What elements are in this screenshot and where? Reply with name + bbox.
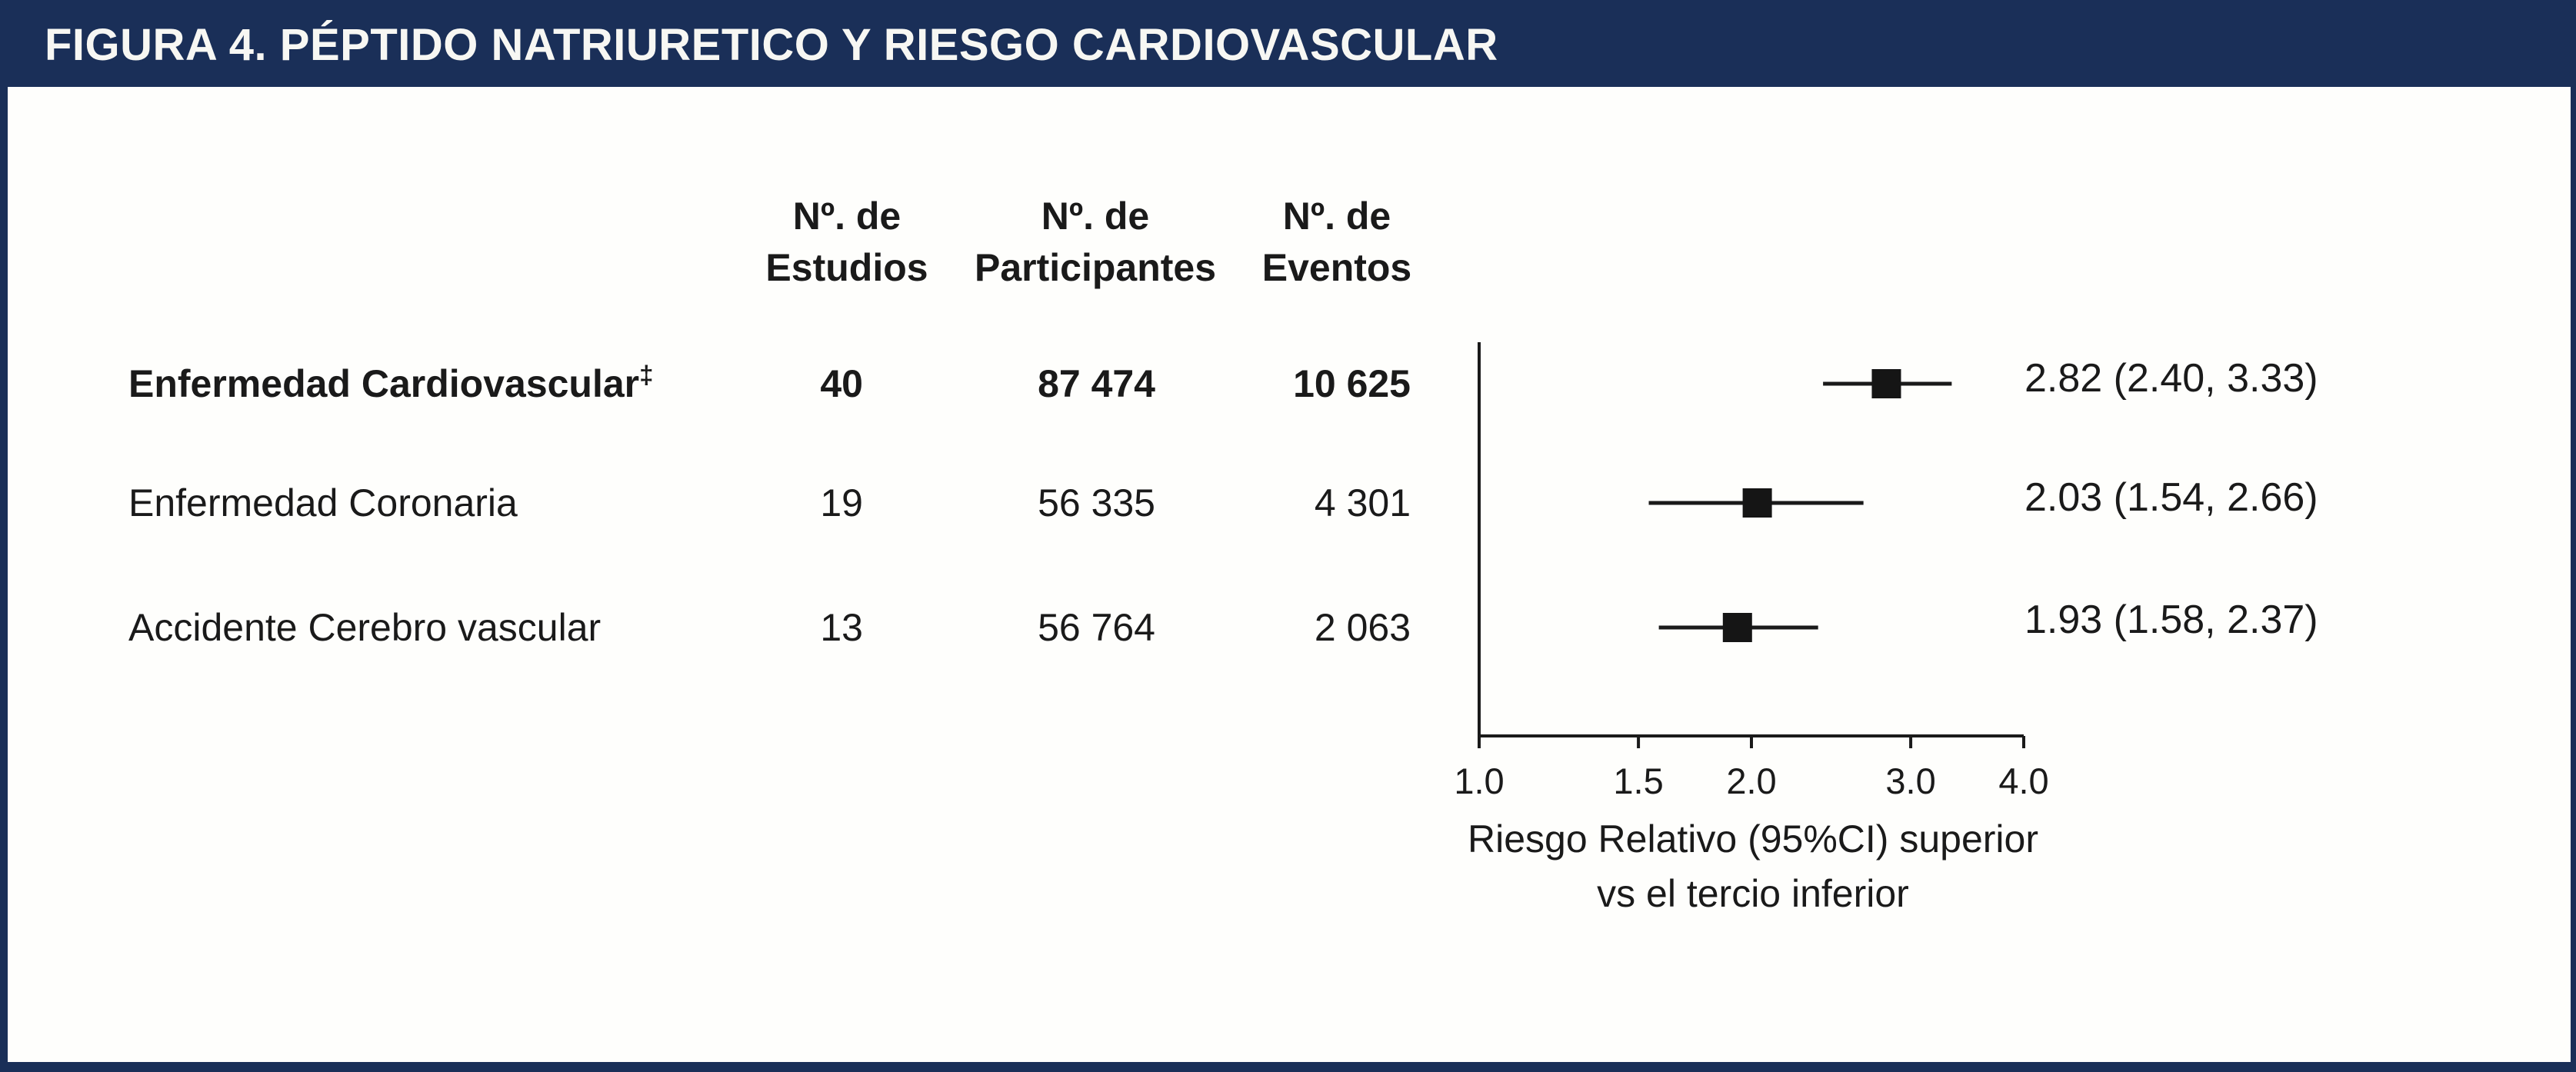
row-label-text: Accidente Cerebro vascular: [128, 606, 602, 649]
double-dagger-footnote-marker: ‡: [639, 360, 654, 389]
frame-border-bottom: [0, 1062, 2576, 1072]
cell-studies: 40: [820, 362, 863, 405]
cell-studies: 13: [820, 606, 863, 649]
cell-events: 10 625: [1293, 362, 1411, 405]
cell-events: 4 301: [1314, 481, 1411, 524]
cell-participants: 56 764: [1038, 606, 1155, 649]
point-estimate-marker: [1722, 613, 1752, 642]
frame-border-right: [2571, 0, 2576, 1072]
x-tick-label: 4.0: [1998, 761, 2049, 801]
cell-studies: 19: [820, 481, 863, 524]
column-header-events-line2: Eventos: [1261, 246, 1412, 289]
column-header-participants-line1: Nº. de: [1041, 195, 1150, 238]
rr-ci-value: 2.82 (2.40, 3.33): [2024, 356, 2318, 401]
point-estimate-marker: [1871, 369, 1901, 398]
figure-title-bar: FIGURA 4. PÉPTIDO NATRIURETICO Y RIESGO …: [0, 0, 2576, 87]
x-tick-label: 1.0: [1454, 761, 1505, 801]
row-label-text: Enfermedad Coronaria: [128, 481, 518, 524]
row-label-coronaria: Enfermedad Coronaria: [128, 481, 518, 525]
point-estimate-marker: [1742, 488, 1772, 518]
column-header-events: Nº. de Eventos: [1137, 191, 1537, 294]
column-header-participants: Nº. de Participantes: [895, 191, 1295, 294]
column-header-studies: Nº. de Estudios: [647, 191, 1047, 294]
x-axis-label-line2: vs el tercio inferior: [1597, 872, 1909, 915]
x-axis-label-line1: Riesgo Relativo (95%CI) superior: [1468, 817, 2038, 861]
x-tick-label: 3.0: [1885, 761, 1936, 801]
column-header-studies-line1: Nº. de: [792, 195, 901, 238]
row-label-cardiovascular: Enfermedad Cardiovascular‡: [128, 361, 654, 406]
frame-border-left: [0, 0, 8, 1072]
rr-ci-value: 2.03 (1.54, 2.66): [2024, 475, 2318, 520]
row-label-text: Enfermedad Cardiovascular: [128, 362, 640, 405]
rr-ci-value: 1.93 (1.58, 2.37): [2024, 598, 2318, 642]
cell-events: 2 063: [1314, 606, 1411, 649]
cell-participants: 56 335: [1038, 481, 1155, 524]
cell-participants: 87 474: [1038, 362, 1155, 405]
x-tick-label: 1.5: [1613, 761, 1664, 801]
row-label-cerebrovascular: Accidente Cerebro vascular: [128, 605, 601, 650]
x-tick-label: 2.0: [1726, 761, 1777, 801]
column-header-events-line1: Nº. de: [1282, 195, 1391, 238]
x-axis-label: Riesgo Relativo (95%CI) superior vs el t…: [1467, 812, 2039, 921]
figure-title: FIGURA 4. PÉPTIDO NATRIURETICO Y RIESGO …: [45, 20, 1498, 70]
column-header-participants-line2: Participantes: [974, 246, 1216, 289]
column-header-studies-line2: Estudios: [765, 246, 928, 289]
